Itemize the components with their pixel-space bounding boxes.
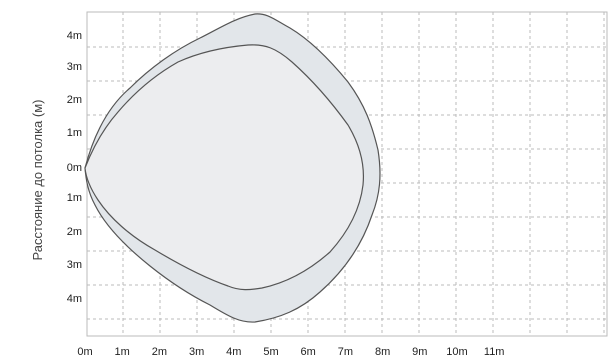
y-tick-label: 3m (67, 259, 82, 271)
x-tick-label: 3m (189, 346, 204, 358)
y-tick-label: 1m (67, 192, 82, 204)
y-tick-label: 2m (67, 226, 82, 238)
x-tick-label: 7m (338, 346, 353, 358)
x-tick-label: 11m (484, 346, 505, 358)
x-tick-label: 5m (263, 346, 278, 358)
y-tick-label: 3m (67, 61, 82, 73)
inner-zone (84, 44, 365, 291)
x-tick-label: 8m (375, 346, 390, 358)
y-tick-label: 0m (67, 162, 82, 174)
x-tick-label: 2m (152, 346, 167, 358)
x-tick-label: 4m (226, 346, 241, 358)
x-tick-label: 9m (412, 346, 427, 358)
x-tick-label: 0m (77, 346, 92, 358)
x-tick-label: 6m (301, 346, 316, 358)
axis-label: Расстояние до потолка (м) (30, 100, 45, 261)
x-tick-label: 10m (446, 346, 467, 358)
y-tick-label: 2m (67, 94, 82, 106)
x-tick-label: 1m (115, 346, 130, 358)
y-tick-label: 4m (67, 293, 82, 305)
y-tick-label: 4m (67, 30, 82, 42)
y-tick-label: 1m (67, 127, 82, 139)
